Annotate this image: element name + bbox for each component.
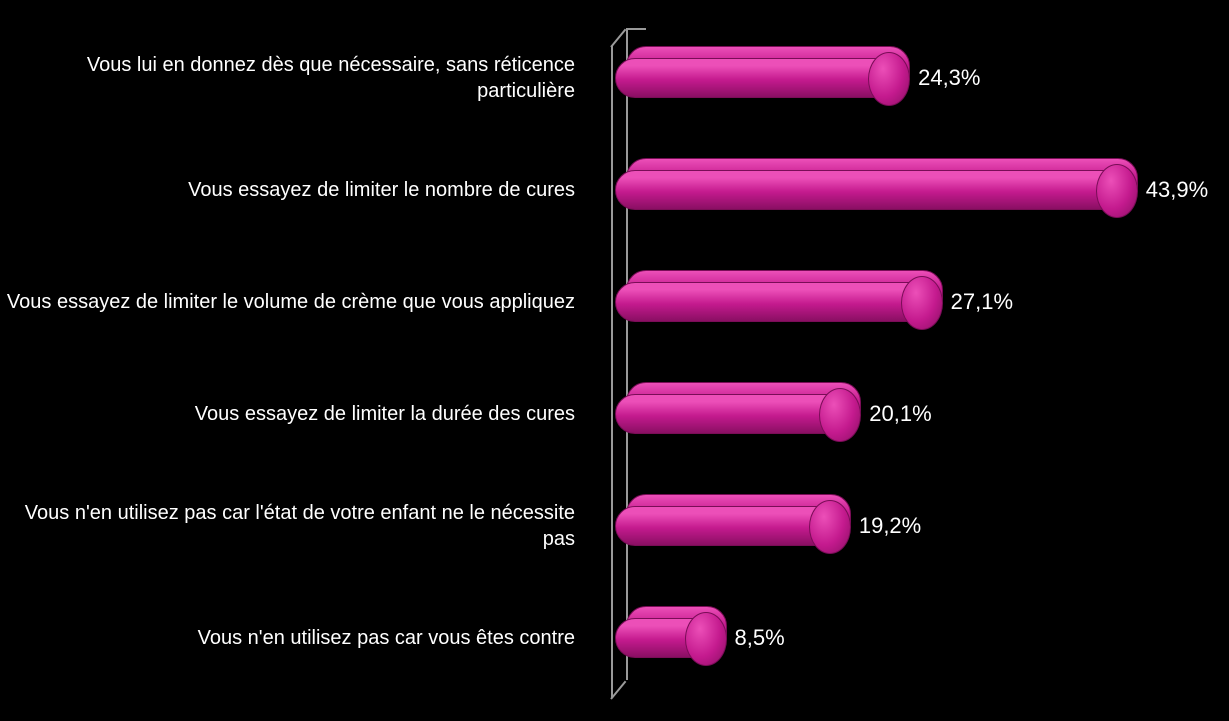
bar-value: 8,5%: [735, 625, 785, 651]
bar-body: [615, 394, 849, 434]
chart-row: Vous lui en donnez dès que nécessaire, s…: [0, 46, 1229, 110]
bar-cap: [868, 52, 910, 106]
chart-row: Vous essayez de limiter le volume de crè…: [0, 270, 1229, 334]
bar-value: 24,3%: [918, 65, 980, 91]
bar-label: Vous essayez de limiter la durée des cur…: [0, 401, 595, 427]
axis-front: [611, 46, 613, 698]
bar-body: [615, 58, 897, 98]
bar-chart: Vous lui en donnez dès que nécessaire, s…: [0, 20, 1229, 700]
axis-back: [626, 28, 628, 680]
axis-tick: [626, 28, 646, 30]
bar-label: Vous essayez de limiter le nombre de cur…: [0, 177, 595, 203]
chart-row: Vous n'en utilisez pas car l'état de vot…: [0, 494, 1229, 558]
bar-label: Vous n'en utilisez pas car vous êtes con…: [0, 625, 595, 651]
bar-cap: [685, 612, 727, 666]
bar-value: 20,1%: [869, 401, 931, 427]
bar-label: Vous essayez de limiter le volume de crè…: [0, 289, 595, 315]
bar-cap: [809, 500, 851, 554]
bar-cap: [819, 388, 861, 442]
bar-value: 19,2%: [859, 513, 921, 539]
bar-body: [615, 506, 838, 546]
bar-value: 27,1%: [951, 289, 1013, 315]
bar-value: 43,9%: [1146, 177, 1208, 203]
chart-row: Vous n'en utilisez pas car vous êtes con…: [0, 606, 1229, 670]
bar-body: [615, 170, 1125, 210]
bar-cap: [901, 276, 943, 330]
bar-label: Vous lui en donnez dès que nécessaire, s…: [0, 52, 595, 104]
axis-top: [610, 28, 626, 47]
chart-row: Vous essayez de limiter le nombre de cur…: [0, 158, 1229, 222]
bar-body: [615, 282, 930, 322]
chart-row: Vous essayez de limiter la durée des cur…: [0, 382, 1229, 446]
bar-label: Vous n'en utilisez pas car l'état de vot…: [0, 500, 595, 552]
bar-cap: [1096, 164, 1138, 218]
